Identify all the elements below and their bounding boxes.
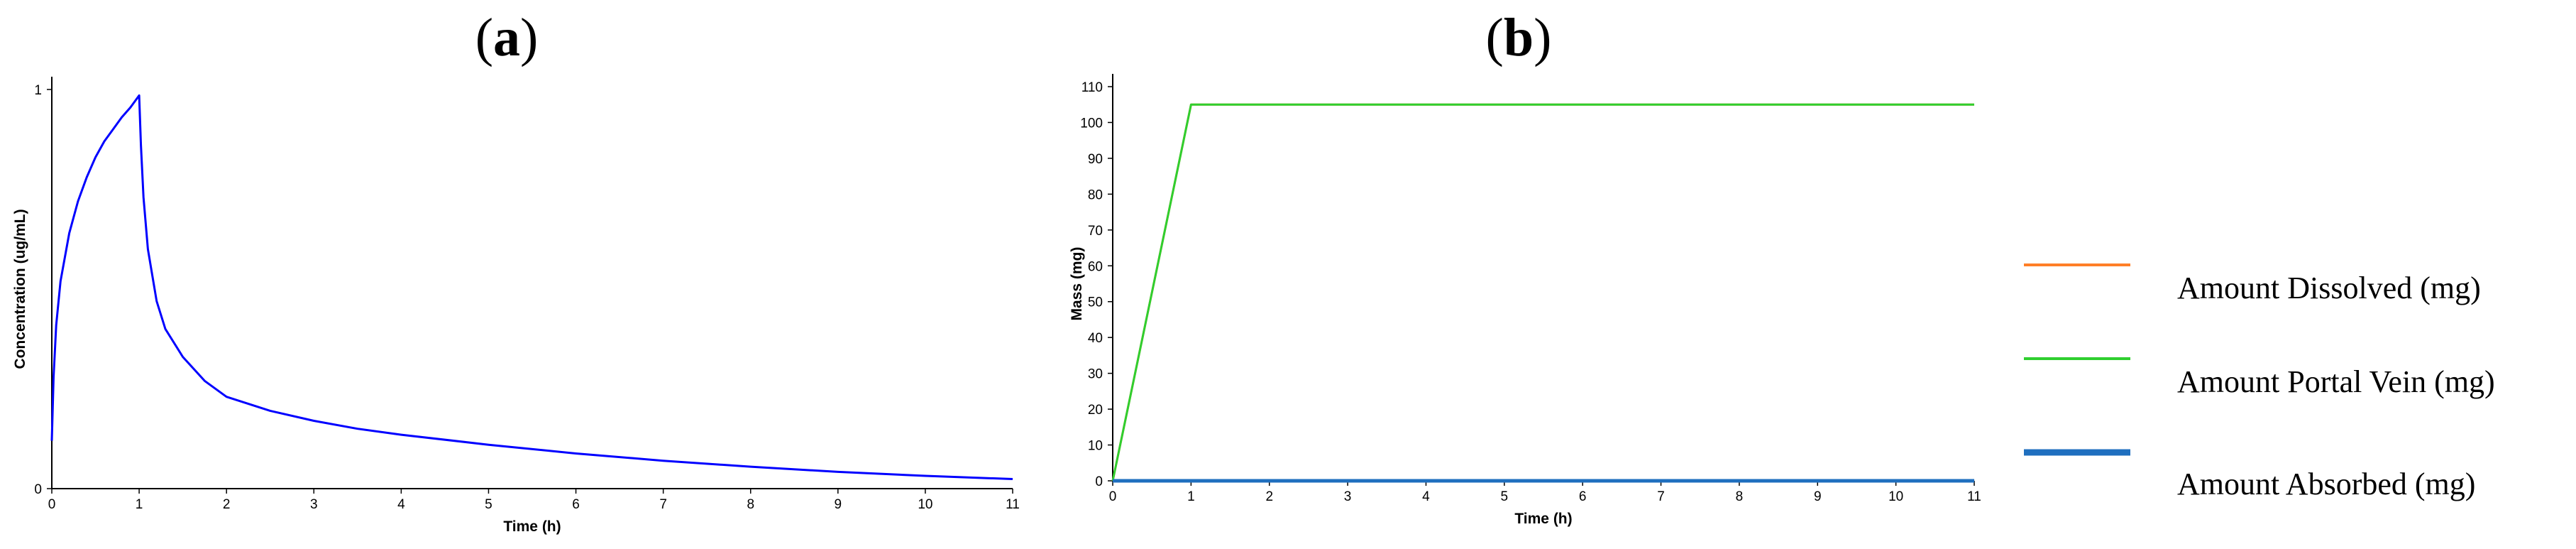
- chart-b-x-axis-title: Time (h): [1514, 511, 1572, 527]
- panel-b-label-open: (: [1486, 8, 1504, 67]
- chart-b-x-tick-label: 10: [1888, 489, 1903, 504]
- chart-b-x-tick-label: 0: [1109, 489, 1117, 504]
- chart-a-x-tick-label: 1: [136, 497, 143, 512]
- legend-label-dissolved: Amount Dissolved (mg): [2177, 271, 2481, 305]
- chart-a-x-tick-label: 0: [48, 497, 56, 512]
- chart-b-x-tick-label: 5: [1501, 489, 1509, 504]
- chart-b-x-tick-label: 6: [1579, 489, 1587, 504]
- chart-a-x-tick-label: 6: [572, 497, 580, 512]
- chart-b-y-tick-label: 0: [1095, 474, 1103, 489]
- panel-a-label: (a): [475, 8, 539, 67]
- legend-item-dissolved: Amount Dissolved (mg): [2024, 263, 2481, 305]
- chart-b-y-tick-label: 60: [1088, 259, 1103, 274]
- chart-b-y-tick-label: 10: [1088, 439, 1103, 454]
- chart-b-y-axis-title: Mass (mg): [1069, 247, 1085, 321]
- chart-b-y-tick-label: 110: [1081, 80, 1103, 95]
- chart-a-x-tick-label: 2: [223, 497, 231, 512]
- chart-a-x-tick-label: 4: [397, 497, 405, 512]
- legend-label-portal-vein: Amount Portal Vein (mg): [2177, 364, 2495, 399]
- panel-a-label-letter: a: [493, 8, 520, 67]
- chart-a-x-axis-title: Time (h): [503, 518, 561, 535]
- chart-b-x-tick-label: 7: [1657, 489, 1665, 504]
- chart-a-line-series: [50, 94, 1013, 480]
- chart-b-mass: 0 1 2 3 4 5 6 7 8 9 10 110102030405060708090100110 …: [1069, 74, 1981, 527]
- chart-b-line-amount-portal-vein-mg: [1111, 103, 1974, 482]
- chart-b-y-tick-label: 50: [1088, 295, 1103, 310]
- chart-b-y-tick-label: 20: [1088, 403, 1103, 418]
- panel-b-label-letter: b: [1504, 8, 1534, 67]
- chart-b-line-amount-dissolved-mg: [1111, 103, 1974, 482]
- chart-b-x-tick-label: 4: [1422, 489, 1430, 504]
- chart-a-x-tick-label: 3: [310, 497, 318, 512]
- chart-b-axes: [1112, 74, 1974, 482]
- chart-b-y-tick-label: 30: [1088, 367, 1103, 382]
- chart-a-ticks: 0 1 2 3 4 5 6 7 8 9 10 11 0 1: [34, 83, 1019, 512]
- chart-a-x-tick-label: 11: [1006, 497, 1020, 512]
- chart-b-x-tick-label: 1: [1187, 489, 1195, 504]
- chart-a-x-tick-label: 9: [835, 497, 842, 512]
- chart-a-concentration: 0 1 2 3 4 5 6 7 8 9 10 11 0 1 Time (h) Concentration …: [12, 77, 1020, 535]
- chart-a-series: [50, 94, 1013, 480]
- legend-label-absorbed: Amount Absorbed (mg): [2177, 467, 2475, 501]
- chart-a-x-tick-label: 8: [747, 497, 754, 512]
- chart-b-series: [1111, 103, 1974, 483]
- chart-a-y-tick-label: 1: [34, 83, 42, 98]
- chart-b-y-tick-label: 40: [1088, 331, 1103, 346]
- panel-a-label-open: (: [475, 8, 493, 67]
- panel-b-label-close: ): [1534, 8, 1551, 67]
- chart-a-axes: [51, 77, 1013, 489]
- chart-b-y-tick-label: 100: [1080, 116, 1103, 131]
- chart-b-x-tick-label: 2: [1265, 489, 1273, 504]
- chart-a-y-tick-label: 0: [34, 482, 42, 497]
- chart-b-y-tick-label: 90: [1088, 152, 1103, 167]
- panel-a-label-close: ): [520, 8, 538, 67]
- chart-b-x-tick-label: 11: [1967, 489, 1981, 504]
- chart-b-legend: Amount Dissolved (mg) Amount Portal Vein…: [2024, 263, 2495, 501]
- chart-b-x-tick-label: 8: [1736, 489, 1744, 504]
- chart-a-x-tick-label: 7: [659, 497, 667, 512]
- chart-a-y-axis-title: Concentration (ug/mL): [12, 209, 28, 369]
- legend-item-portal-vein: Amount Portal Vein (mg): [2024, 357, 2495, 399]
- chart-b-y-tick-label: 80: [1088, 187, 1103, 202]
- panel-b-label: (b): [1486, 8, 1552, 67]
- chart-a-x-tick-label: 5: [485, 497, 492, 512]
- chart-a-x-tick-label: 10: [918, 497, 932, 512]
- legend-item-absorbed: Amount Absorbed (mg): [2024, 449, 2475, 501]
- chart-b-y-tick-label: 70: [1088, 224, 1103, 239]
- chart-b-x-tick-label: 3: [1344, 489, 1352, 504]
- chart-b-x-tick-label: 9: [1814, 489, 1822, 504]
